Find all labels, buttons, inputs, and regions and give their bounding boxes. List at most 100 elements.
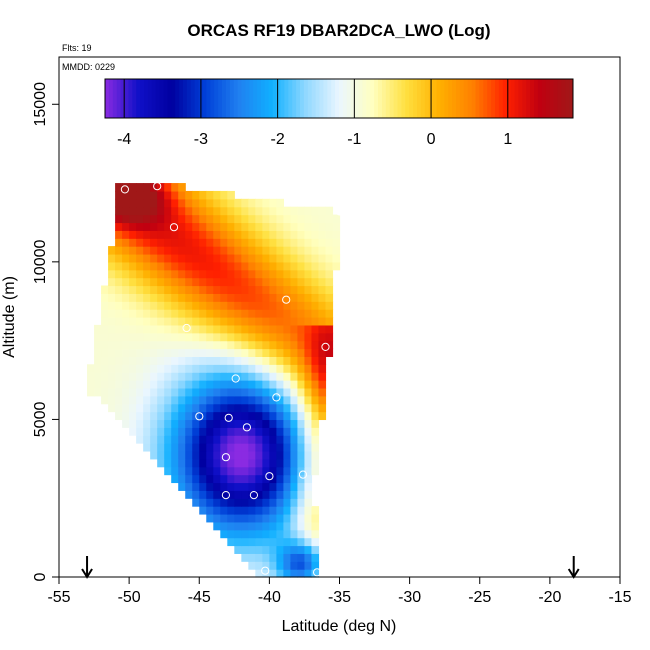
heatmap-cell xyxy=(115,380,123,389)
heatmap-cell xyxy=(262,372,270,381)
heatmap-cell xyxy=(262,553,270,562)
heatmap-cell xyxy=(241,261,249,271)
heatmap-cell xyxy=(206,214,214,224)
heatmap-cell xyxy=(262,569,270,578)
heatmap-cell xyxy=(248,395,256,405)
heatmap-cell xyxy=(199,190,207,200)
heatmap-cell xyxy=(206,466,214,476)
heatmap-cell xyxy=(234,301,242,310)
heatmap-cell xyxy=(94,364,102,373)
heatmap-cell xyxy=(136,340,144,350)
heatmap-cell xyxy=(122,419,130,428)
heatmap-cell xyxy=(129,214,137,224)
heatmap-cell xyxy=(283,206,292,216)
heatmap-cell xyxy=(185,450,193,460)
heatmap-cell xyxy=(311,214,320,224)
heatmap-cell xyxy=(199,466,207,476)
heatmap-cell xyxy=(199,364,207,373)
heatmap-cell xyxy=(192,214,200,224)
heatmap-cell xyxy=(276,419,284,428)
colorbar-segment xyxy=(190,79,196,118)
heatmap-cell xyxy=(220,498,228,507)
heatmap-cell xyxy=(101,356,109,365)
colorbar-segment xyxy=(105,79,110,118)
heatmap-cell xyxy=(332,253,341,263)
heatmap-cell xyxy=(297,206,306,216)
heatmap-cell xyxy=(143,230,151,239)
heatmap-cell xyxy=(297,529,306,539)
colorbar-segment xyxy=(315,79,320,118)
heatmap-cell xyxy=(206,190,214,200)
heatmap-cell xyxy=(283,309,292,318)
heatmap-cell xyxy=(143,269,151,279)
colorbar-segment xyxy=(389,79,395,118)
heatmap-cell xyxy=(220,506,228,515)
heatmap-cell xyxy=(199,387,207,397)
heatmap-cell xyxy=(157,293,165,302)
heatmap-cell xyxy=(136,309,144,318)
heatmap-cell xyxy=(269,419,277,428)
heatmap-cell xyxy=(171,466,179,476)
heatmap-cell xyxy=(276,466,284,476)
heatmap-cell xyxy=(115,403,123,413)
heatmap-cell xyxy=(143,309,151,318)
heatmap-cell xyxy=(262,364,270,373)
observation-point xyxy=(195,412,204,421)
heatmap-cell xyxy=(262,513,270,523)
colorbar-segment xyxy=(335,79,340,118)
heatmap-cell xyxy=(283,222,292,231)
heatmap-cell xyxy=(115,340,123,350)
heatmap-cell xyxy=(248,387,256,397)
heatmap-cell xyxy=(304,474,313,484)
heatmap-cell xyxy=(227,356,235,365)
heatmap-cell xyxy=(255,285,263,294)
heatmap-cell xyxy=(276,482,284,491)
colorbar-segment xyxy=(498,79,504,118)
heatmap-cell xyxy=(220,261,228,271)
heatmap-cell xyxy=(150,190,158,200)
heatmap-cell xyxy=(262,537,270,547)
heatmap-cell xyxy=(199,348,207,357)
colorbar-segment xyxy=(108,79,114,118)
heatmap-cell xyxy=(220,427,228,436)
heatmap-cell xyxy=(255,553,263,562)
heatmap-cell xyxy=(185,246,193,255)
heatmap-cell xyxy=(227,380,235,389)
heatmap-cell xyxy=(185,458,193,468)
heatmap-cell xyxy=(192,230,200,239)
heatmap-cell xyxy=(171,474,179,484)
heatmap-cell xyxy=(115,222,123,231)
colorbar-segment xyxy=(346,79,352,118)
colorbar-segment xyxy=(401,79,406,118)
heatmap-cell xyxy=(241,466,249,476)
heatmap-cell xyxy=(290,230,299,239)
heatmap-cell xyxy=(269,253,277,263)
colorbar-segment xyxy=(436,79,441,118)
heatmap-cell xyxy=(115,198,123,208)
heatmap-cell xyxy=(227,513,235,523)
colorbar-segment xyxy=(479,79,484,118)
colorbar-segment xyxy=(331,79,336,118)
heatmap-cell xyxy=(227,490,235,499)
heatmap-cell xyxy=(199,238,207,247)
heatmap-cell xyxy=(227,246,235,255)
heatmap-cell xyxy=(304,222,313,231)
heatmap-cell xyxy=(262,277,270,287)
observation-points xyxy=(120,182,344,577)
heatmap-cell xyxy=(178,253,186,263)
heatmap-cell xyxy=(304,372,313,381)
heatmap-cell xyxy=(213,387,221,397)
heatmap-cell xyxy=(192,419,200,428)
heatmap-cell xyxy=(276,277,284,287)
heatmap-cell xyxy=(199,474,207,484)
heatmap-cell xyxy=(143,253,151,263)
heatmap-cell xyxy=(255,419,263,428)
heatmap-cell xyxy=(297,450,306,460)
heatmap-cell xyxy=(157,285,165,294)
heatmap-cell xyxy=(122,253,130,263)
heatmap-cell xyxy=(143,435,151,444)
heatmap-cell xyxy=(129,253,137,263)
heatmap-cell xyxy=(262,222,270,231)
heatmap-cell xyxy=(115,317,123,326)
heatmap-cell xyxy=(192,435,200,444)
